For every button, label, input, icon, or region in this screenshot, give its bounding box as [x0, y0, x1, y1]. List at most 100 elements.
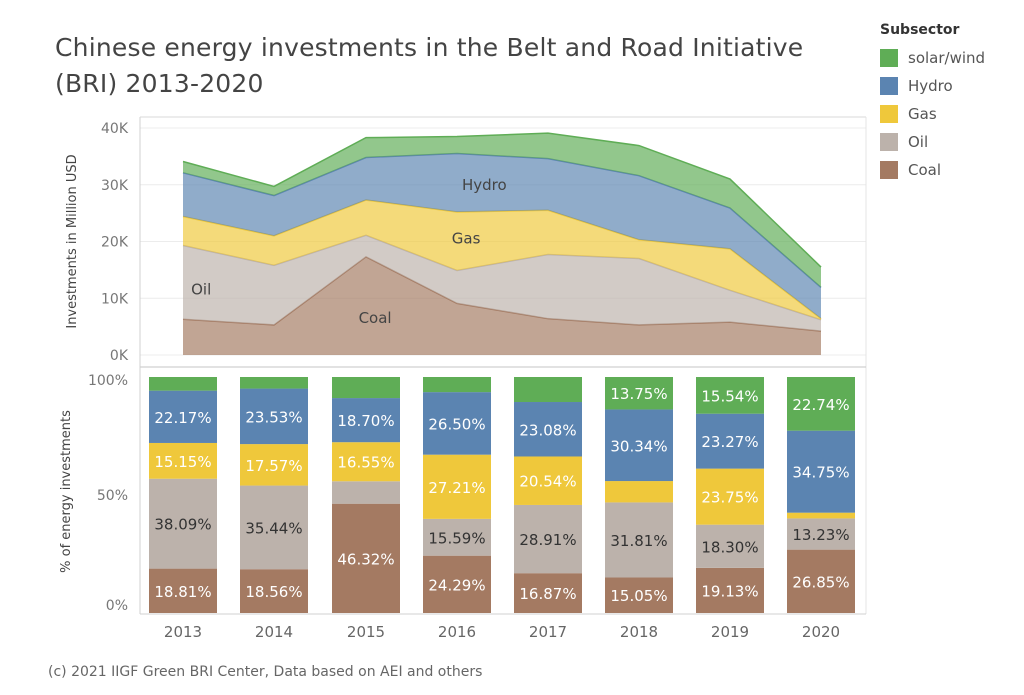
chart-frame: [139, 116, 867, 615]
bar-segment-solar-wind: [149, 377, 217, 391]
bar-segment-hydro: [605, 409, 673, 482]
bar-data-label: 18.30%: [701, 538, 758, 556]
bar-segment-gas: [240, 444, 308, 486]
chart-title: Chinese energy investments in the Belt a…: [55, 33, 804, 98]
y-tick-label: 100%: [88, 373, 128, 389]
x-tick-label: 2020: [802, 623, 840, 641]
bar-segment-hydro: [514, 402, 582, 457]
bar-data-label: 17.57%: [245, 457, 302, 475]
bar-data-label: 23.53%: [245, 408, 302, 426]
bar-data-label: 22.74%: [792, 396, 849, 414]
area-gas: [183, 200, 821, 320]
area-y-axis: 0K 10K 20K 30K 40K Investments in Million USD: [65, 121, 129, 364]
bar-segment-gas: [605, 481, 673, 503]
bar-data-label: 46.32%: [337, 550, 394, 568]
bar-data-label: 31.81%: [610, 532, 667, 550]
y-tick-label: 0K: [110, 348, 129, 364]
legend-swatch: [880, 49, 898, 67]
bar-segment-gas: [514, 456, 582, 505]
bar-data-label: 30.34%: [610, 437, 667, 455]
bar-segment-gas: [423, 454, 491, 519]
x-tick-label: 2015: [347, 623, 385, 641]
bar-segment-gas: [787, 512, 855, 519]
area-edge-line: [182, 132, 822, 268]
bar-data-label: 19.13%: [701, 582, 758, 600]
bar-segment-coal: [514, 573, 582, 613]
bar-data-label: 15.54%: [701, 387, 758, 405]
legend-item-coal[interactable]: Coal: [880, 156, 985, 184]
bar-data-label: 20.54%: [519, 473, 576, 491]
y-tick-label: 30K: [101, 178, 129, 194]
bar-segment-coal: [787, 549, 855, 613]
bar-data-label: 27.21%: [428, 479, 485, 497]
bar-segment-coal: [605, 577, 673, 613]
bar-segment-oil: [240, 485, 308, 570]
area-solar-wind: [183, 133, 821, 288]
area-label: Oil: [191, 281, 211, 299]
bar-data-label: 18.81%: [154, 583, 211, 601]
bar-y-axis: 0% 50% 100% % of energy investments: [59, 373, 128, 614]
legend-label: Coal: [908, 161, 942, 179]
bar-segment-solar-wind: [240, 377, 308, 389]
bar-data-label: 18.70%: [337, 412, 394, 430]
bar-data-label: 16.55%: [337, 454, 394, 472]
bar-data-label: 15.15%: [154, 453, 211, 471]
bar-data-label: 26.85%: [792, 573, 849, 591]
area-oil: [183, 235, 821, 332]
bar-segment-hydro: [149, 390, 217, 443]
y-axis-title: Investments in Million USD: [65, 154, 80, 328]
bar-segment-solar-wind: [332, 377, 400, 399]
legend-swatch: [880, 77, 898, 95]
x-tick-label: 2014: [255, 623, 293, 641]
area-chart: Hydro Gas Oil Coal: [182, 132, 822, 355]
legend-label: solar/wind: [908, 49, 986, 67]
bar-segment-coal: [423, 555, 491, 613]
legend-item-gas[interactable]: Gas: [880, 100, 985, 128]
bar-segment-oil: [514, 504, 582, 574]
legend-item-oil[interactable]: Oil: [880, 128, 985, 156]
bar-data-label: 13.75%: [610, 385, 667, 403]
area-label: Coal: [359, 309, 392, 327]
legend-label: Gas: [908, 105, 937, 123]
legend-item-solar-wind[interactable]: solar/wind: [880, 44, 985, 72]
bar-segment-coal: [696, 567, 764, 613]
y-tick-label: 0%: [106, 598, 128, 614]
bar-data-label: 13.23%: [792, 526, 849, 544]
bar-segment-coal: [149, 568, 217, 613]
bar-segment-hydro: [787, 430, 855, 513]
area-label: Hydro: [462, 176, 507, 194]
area-edge-line: [182, 234, 822, 321]
x-tick-label: 2017: [529, 623, 567, 641]
bar-segment-oil: [332, 481, 400, 504]
x-tick-label: 2016: [438, 623, 476, 641]
bar-segment-solar-wind: [514, 377, 582, 403]
bar-data-label: 34.75%: [792, 464, 849, 482]
bar-segment-coal: [240, 569, 308, 613]
bar-segment-hydro: [423, 392, 491, 455]
bar-segment-oil: [423, 518, 491, 556]
footnote: (c) 2021 IIGF Green BRI Center, Data bas…: [48, 664, 483, 680]
bar-data-label: 28.91%: [519, 531, 576, 549]
bar-data-label: 23.75%: [701, 489, 758, 507]
y-axis-title: % of energy investments: [59, 410, 74, 573]
y-tick-label: 50%: [97, 488, 128, 504]
x-tick-label: 2019: [711, 623, 749, 641]
bar-data-label: 38.09%: [154, 516, 211, 534]
bar-segment-solar-wind: [605, 377, 673, 410]
bar-segment-hydro: [332, 398, 400, 443]
legend-label: Oil: [908, 133, 929, 151]
y-tick-label: 10K: [101, 291, 129, 307]
bar-segment-hydro: [240, 388, 308, 445]
bar-data-label: 26.50%: [428, 415, 485, 433]
legend: Subsector solar/wind Hydro Gas Oil Coal: [880, 22, 985, 184]
y-tick-label: 40K: [101, 121, 129, 137]
legend-swatch: [880, 161, 898, 179]
bar-data-label: 23.27%: [701, 433, 758, 451]
bar-segment-coal: [332, 503, 400, 613]
bar-segment-solar-wind: [423, 377, 491, 393]
bar-segment-gas: [149, 442, 217, 479]
legend-item-hydro[interactable]: Hydro: [880, 72, 985, 100]
area-hydro: [183, 153, 821, 319]
bar-data-label: 23.08%: [519, 421, 576, 439]
